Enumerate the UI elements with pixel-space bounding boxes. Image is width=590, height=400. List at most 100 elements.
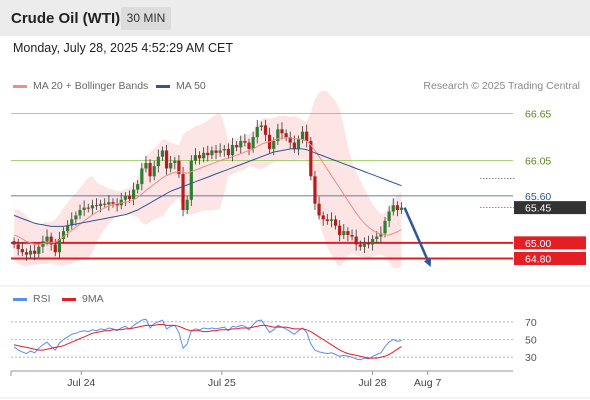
candle (12, 241, 16, 245)
candle (272, 141, 276, 149)
candle (181, 173, 185, 210)
candle (210, 150, 214, 156)
candle (127, 195, 132, 200)
candle (90, 205, 94, 209)
legend-label: 9MA (82, 293, 104, 305)
candle (284, 133, 288, 138)
candle (49, 236, 53, 245)
candle (342, 231, 346, 236)
candle (309, 141, 313, 177)
candle (45, 236, 49, 242)
level-label-66.65: 66.65 (525, 109, 551, 121)
candle (292, 142, 296, 149)
legend-item-9ma: 9MA (62, 293, 104, 305)
candle (235, 144, 239, 148)
candle (144, 162, 148, 169)
level-label-box (514, 236, 586, 250)
candle (325, 219, 329, 221)
candle (152, 166, 156, 177)
candle (214, 150, 218, 153)
legend-item-ma50: MA 50 (156, 80, 206, 92)
candle (313, 176, 317, 204)
legend-label: MA 20 + Bollinger Bands (33, 80, 149, 92)
candle (169, 162, 173, 169)
level-label-65.45: 65.45 (525, 203, 551, 215)
rsi-tick-label: 50 (525, 335, 537, 347)
candle (123, 195, 127, 200)
candle (193, 155, 198, 161)
candle (288, 137, 292, 143)
candle (70, 219, 74, 226)
candle (276, 129, 280, 142)
candle (177, 160, 181, 174)
forecast-arrowhead-icon (423, 258, 432, 268)
series-line-rsi (13, 318, 402, 361)
candle (202, 152, 206, 159)
series-line-9ma (13, 324, 402, 359)
candle (107, 202, 111, 205)
candle (280, 129, 284, 134)
ma20-swatch-icon (13, 84, 27, 88)
candle (66, 225, 70, 232)
candle (255, 126, 259, 138)
candle (358, 244, 362, 247)
candle (173, 160, 177, 163)
instrument-title: Crude Oil (WTI) (11, 10, 121, 27)
candle (53, 244, 57, 253)
level-label-66.05: 66.05 (525, 156, 551, 168)
x-tick-label: Jul 24 (67, 377, 95, 389)
candle (366, 242, 371, 245)
candle (346, 231, 350, 236)
legend-label: MA 50 (176, 80, 206, 92)
legend-item-rsi: RSI (13, 293, 51, 305)
level-label-box (514, 252, 586, 266)
candle (300, 131, 305, 140)
x-tick-label: Jul 28 (358, 377, 386, 389)
candle (140, 168, 144, 185)
legend-label: RSI (33, 293, 51, 305)
candle (20, 249, 24, 253)
candle (226, 148, 230, 156)
candle (321, 215, 325, 220)
bollinger-band (14, 90, 402, 269)
candle (160, 150, 165, 157)
level-label-box (514, 201, 586, 215)
candle (251, 137, 255, 149)
level-label-64.80: 64.80 (525, 254, 551, 266)
candle (338, 225, 342, 236)
candle (115, 203, 119, 206)
candle (239, 141, 243, 148)
candle (189, 160, 193, 200)
candle (136, 184, 140, 190)
candle (94, 205, 99, 207)
candle (333, 219, 338, 226)
candle (259, 125, 263, 127)
level-label-65.00: 65.00 (525, 238, 551, 250)
candle (28, 250, 33, 255)
candle (206, 152, 210, 156)
ma50-line (13, 148, 402, 227)
ma20-line (13, 137, 402, 245)
candle (247, 142, 251, 149)
candle (218, 150, 222, 153)
candle (395, 205, 399, 210)
research-credit: Research © 2025 Trading Central (423, 80, 580, 92)
candle (57, 238, 62, 253)
candle (103, 203, 107, 205)
candle (387, 211, 391, 221)
candle (61, 231, 66, 239)
datetime-label: Monday, July 28, 2025 4:52:29 AM CET (13, 41, 234, 55)
candle (156, 156, 160, 167)
candle (383, 220, 387, 234)
candle (74, 215, 78, 220)
candle (78, 209, 82, 216)
candle (33, 250, 37, 254)
candle (243, 141, 247, 143)
header-bar: Crude Oil (WTI) 30 MIN (0, 0, 590, 36)
candle (263, 125, 268, 135)
candle (82, 207, 86, 210)
candle (329, 219, 334, 221)
level-label-65.60: 65.60 (525, 191, 551, 203)
timeframe-button[interactable]: 30 MIN (121, 7, 171, 30)
